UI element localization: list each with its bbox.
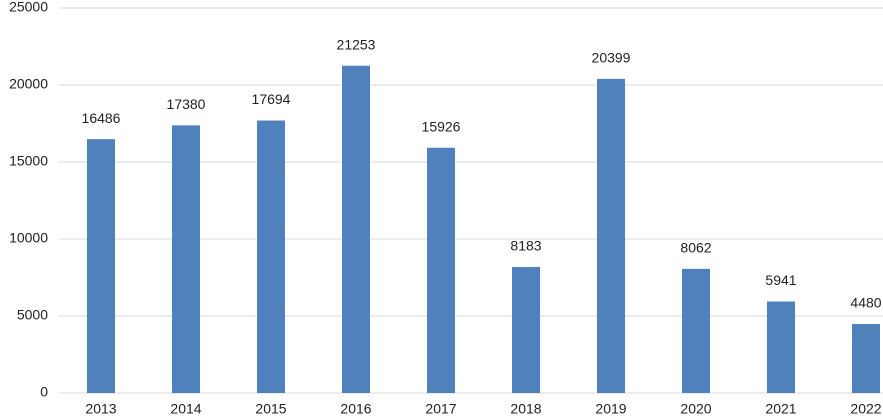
value-label: 17694: [252, 91, 291, 107]
bar: [257, 120, 285, 394]
y-tick-label: 5000: [17, 307, 48, 323]
y-tick-label: 15000: [9, 153, 48, 169]
x-tick-label: 2018: [510, 401, 541, 417]
value-label: 4480: [850, 295, 881, 311]
bar: [682, 268, 710, 393]
x-tick-label: 2020: [680, 401, 711, 417]
y-tick-label: 10000: [9, 230, 48, 246]
y-tick-label: 0: [40, 384, 48, 400]
x-tick-label: 2022: [850, 401, 881, 417]
y-tick-label: 20000: [9, 76, 48, 92]
x-tick-label: 2015: [255, 401, 286, 417]
value-label: 16486: [82, 110, 121, 126]
value-label: 8183: [510, 238, 541, 254]
x-tick-label: 2013: [85, 401, 116, 417]
x-tick-label: 2014: [170, 401, 201, 417]
y-tick-label: 25000: [9, 0, 48, 15]
bar: [597, 78, 625, 393]
value-label: 8062: [680, 240, 711, 256]
value-label: 21253: [337, 36, 376, 52]
value-label: 17380: [167, 96, 206, 112]
x-tick-label: 2021: [765, 401, 796, 417]
bar: [852, 324, 880, 393]
bar: [172, 125, 200, 394]
bar: [342, 65, 370, 393]
bar: [767, 301, 795, 393]
value-label: 15926: [422, 118, 461, 134]
x-tick-label: 2016: [340, 401, 371, 417]
value-label: 5941: [765, 272, 796, 288]
bar: [512, 266, 540, 393]
bar: [427, 147, 455, 393]
bar: [87, 139, 115, 393]
value-label: 20399: [592, 50, 631, 66]
x-tick-label: 2017: [425, 401, 456, 417]
x-tick-label: 2019: [595, 401, 626, 417]
